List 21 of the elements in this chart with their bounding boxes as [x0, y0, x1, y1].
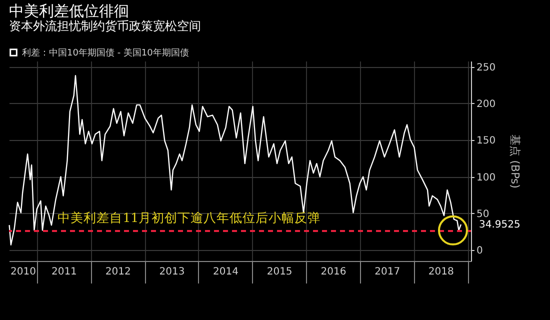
x-tick-label: 2010 [10, 266, 36, 278]
y-tick-label: 50 [476, 208, 490, 220]
x-tick-label: 2015 [266, 266, 292, 278]
chart-title: 中美利差低位徘徊 [9, 2, 129, 20]
x-tick-label: 2011 [51, 266, 77, 278]
y-tick-label: 200 [476, 98, 496, 110]
chart-subtitle: 资本外流担忧制约货币政策宽松空间 [9, 19, 201, 33]
y-tick-label: 150 [476, 136, 496, 147]
x-tick-label: 2016 [320, 266, 346, 278]
y-tick-label: 250 [476, 62, 496, 74]
y-tick-label: 0 [476, 246, 483, 257]
legend-label: 利差：中国10年期国债 - 美国10年期国债 [22, 48, 189, 58]
y-tick-label: 100 [476, 172, 496, 184]
annotation: 34.9525 [478, 219, 520, 230]
x-tick-label: 2018 [428, 266, 454, 278]
ref-line-label: 中美利差自11月初创下逾八年低位后小幅反弹 [58, 210, 321, 225]
x-tick-label: 2014 [213, 266, 238, 278]
y-axis-title: 基点 (BPs) [508, 134, 522, 188]
x-tick-label: 2013 [159, 266, 185, 278]
x-tick-label: 2012 [105, 266, 131, 278]
x-tick-label: 2017 [374, 266, 400, 278]
